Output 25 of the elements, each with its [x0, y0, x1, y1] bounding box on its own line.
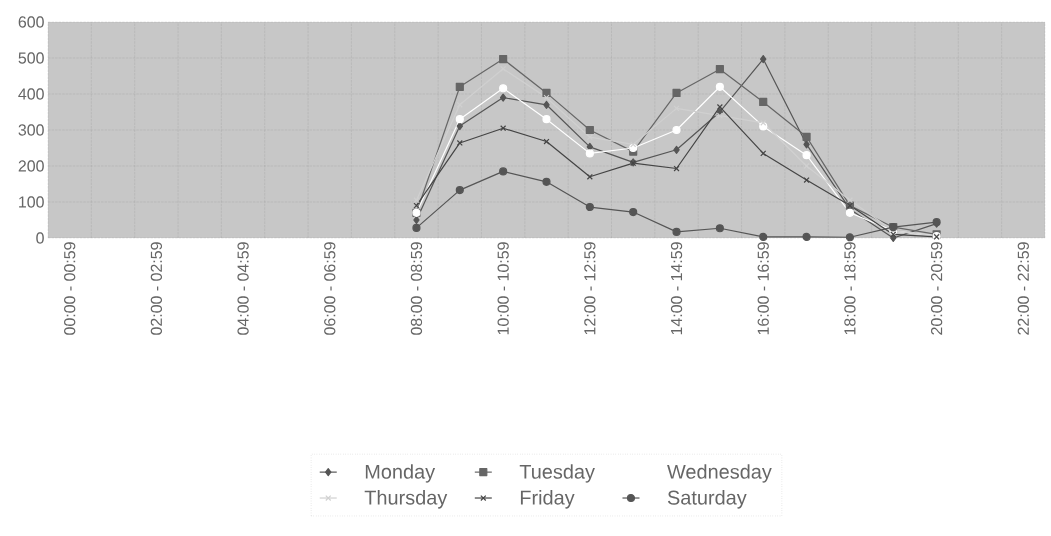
y-tick-label: 100 — [19, 196, 44, 208]
y-tick-label: 400 — [18, 88, 44, 100]
text: Wednesday — [667, 464, 772, 483]
y-tick-label: 300 — [18, 124, 44, 136]
y-tick-label: 500 — [18, 52, 44, 64]
x-tick-label: 18:00 - 18:59 — [844, 242, 856, 335]
legend-label: Saturday — [667, 490, 747, 509]
x-tick-label: 06:00 - 06:59 — [324, 242, 336, 335]
y-tick-label: 0 — [36, 232, 44, 244]
x-tick-label: 00:00 - 00:59 — [64, 242, 76, 335]
x-tick-label: 20:00 - 20:59 — [930, 242, 943, 335]
x-tick-label: 08:00 - 08:59 — [410, 242, 423, 335]
x-tick-label: 04:00 - 04:59 — [237, 242, 249, 335]
x-tick-label: 12:00 - 12:59 — [584, 242, 596, 335]
y-tick-label: 200 — [18, 160, 44, 172]
legend-label: Tuesday — [519, 464, 595, 483]
legend-label: Friday — [520, 490, 575, 509]
x-tick-label: 16:00 - 16:59 — [757, 242, 769, 335]
legend-label: Monday — [365, 464, 436, 483]
legend-label: Thursday — [364, 490, 448, 509]
x-tick-label: 14:00 - 14:59 — [670, 242, 683, 335]
x-tick-label: 10:00 - 10:59 — [497, 242, 509, 335]
x-tick-label: 02:00 - 02:59 — [150, 242, 163, 335]
y-tick-label: 600 — [18, 16, 44, 28]
x-tick-label: 22:00 - 22:59 — [1017, 242, 1029, 335]
